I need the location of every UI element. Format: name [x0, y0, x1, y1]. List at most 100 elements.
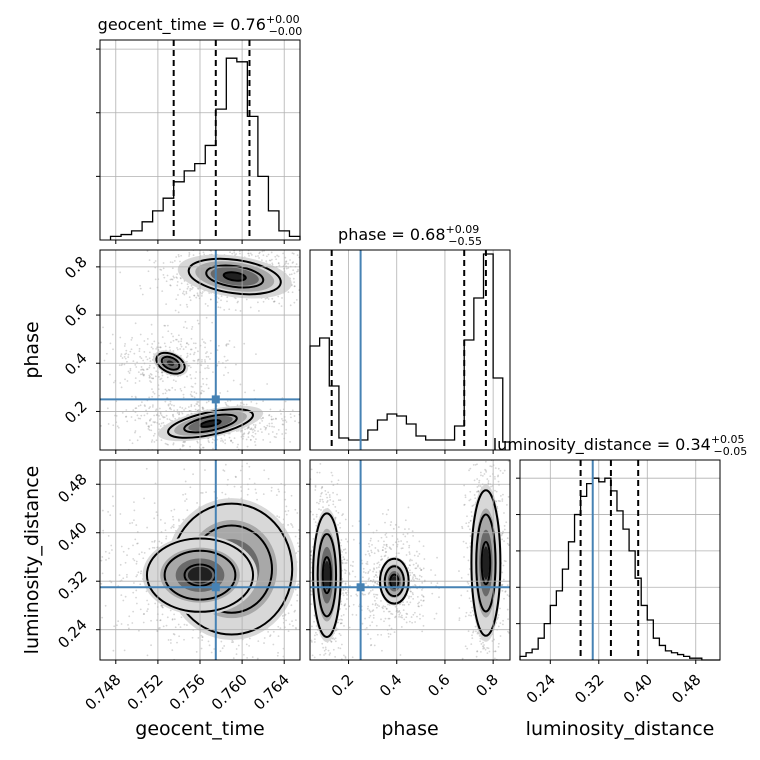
sample-point	[183, 638, 185, 641]
sample-point	[131, 395, 133, 398]
sample-point	[270, 258, 273, 261]
sample-point	[220, 299, 222, 302]
sample-point	[268, 414, 270, 417]
sample-point	[190, 403, 193, 406]
sample-point	[117, 620, 120, 623]
sample-point	[134, 430, 137, 432]
sample-point	[254, 441, 256, 443]
sample-point	[319, 653, 322, 656]
sample-point	[293, 281, 296, 284]
sample-point	[381, 549, 384, 552]
sample-point	[190, 337, 193, 340]
sample-point	[473, 494, 476, 496]
sample-point	[390, 521, 393, 523]
sample-point	[333, 266, 335, 268]
sample-point	[275, 418, 277, 420]
sample-point	[242, 435, 245, 438]
sample-point	[85, 590, 87, 592]
sample-point	[172, 415, 175, 418]
sample-point	[128, 439, 131, 442]
sample-point	[416, 578, 419, 580]
sample-point	[304, 549, 306, 551]
sample-point	[248, 644, 251, 647]
sample-point	[189, 456, 191, 458]
sample-point	[376, 593, 379, 596]
sample-point	[320, 487, 323, 490]
sample-point	[294, 535, 297, 538]
sample-point	[158, 394, 160, 397]
sample-point	[185, 290, 188, 293]
sample-point	[303, 283, 305, 285]
sample-point	[298, 549, 300, 551]
sample-point	[158, 627, 161, 629]
sample-point	[123, 345, 126, 347]
contour-level-2	[199, 419, 222, 428]
sample-point	[150, 418, 152, 420]
sample-point	[201, 389, 203, 392]
panel-frame	[99, 249, 301, 451]
sample-point	[330, 471, 333, 474]
sample-point	[223, 308, 226, 311]
sample-point	[316, 633, 318, 636]
sample-point	[318, 675, 320, 677]
sample-point	[129, 369, 132, 372]
sample-point	[373, 567, 375, 570]
sample-point	[290, 416, 292, 419]
sample-point	[250, 427, 253, 430]
sample-point	[368, 552, 371, 555]
contour-level-0	[155, 351, 186, 375]
sample-point	[277, 488, 280, 491]
sample-point	[207, 364, 209, 367]
sample-point	[215, 673, 217, 675]
sample-point	[383, 555, 386, 558]
sample-point	[102, 326, 104, 329]
sample-point	[289, 259, 291, 261]
sample-point	[291, 526, 294, 528]
sample-point	[185, 356, 188, 359]
sample-point	[330, 640, 333, 643]
sample-point	[202, 383, 205, 385]
sample-point	[251, 656, 254, 658]
sample-point	[297, 529, 300, 531]
sample-point	[430, 569, 432, 571]
sample-point	[273, 300, 276, 303]
sample-point	[294, 588, 297, 591]
sample-point	[458, 570, 460, 572]
sample-point	[104, 604, 107, 607]
sample-point	[137, 417, 140, 420]
sample-point	[225, 403, 228, 406]
sample-point	[302, 591, 304, 593]
y-tick-label: 0.4	[61, 349, 91, 379]
sample-point	[406, 613, 409, 615]
sample-point	[169, 639, 172, 641]
sample-point	[484, 460, 487, 463]
sample-point	[158, 428, 160, 431]
sample-point	[177, 623, 180, 626]
sample-point	[435, 612, 438, 615]
sample-point	[328, 697, 330, 699]
sample-point	[195, 454, 197, 456]
sample-point	[91, 378, 93, 380]
sample-point	[377, 540, 380, 542]
sample-point	[316, 662, 318, 664]
sample-point	[303, 566, 305, 568]
sample-point	[139, 373, 142, 376]
sample-point	[313, 473, 315, 475]
sample-point	[152, 421, 155, 423]
sample-point	[367, 592, 370, 595]
sample-point	[234, 238, 236, 240]
sample-point	[294, 609, 297, 612]
sample-point	[275, 436, 277, 439]
sample-point	[139, 435, 142, 438]
sample-point	[304, 583, 306, 585]
sample-point	[344, 518, 347, 521]
panel-title: phase = 0.68+0.09 −0.55	[338, 223, 482, 248]
sample-point	[153, 421, 156, 424]
sample-point	[143, 404, 146, 406]
sample-point	[400, 614, 403, 617]
sample-point	[301, 556, 303, 558]
sample-point	[364, 553, 367, 556]
sample-point	[144, 405, 146, 408]
sample-point	[187, 406, 190, 408]
sample-point	[117, 426, 120, 429]
